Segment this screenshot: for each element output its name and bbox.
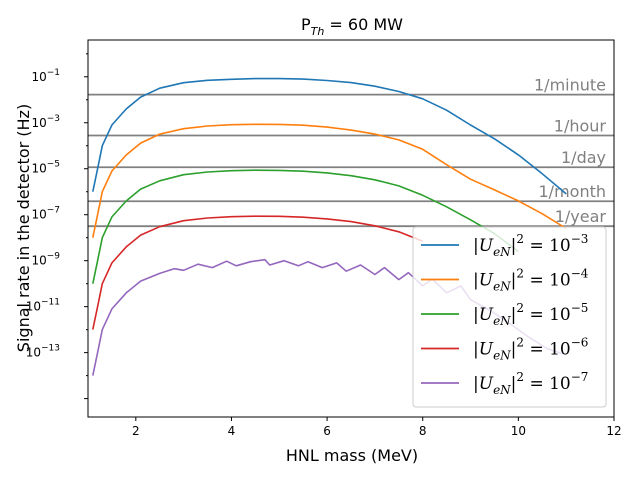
y-axis-ticks: 10−1 10−3 10−5 10−7 10−9 10−11 10−13 (26, 53, 88, 400)
plot-frame (87, 39, 615, 418)
x-axis-label: HNL mass (MeV) (286, 446, 418, 465)
x-tick-label: 2 (132, 424, 140, 438)
x-tick-label: 12 (606, 424, 621, 438)
x-tick-label: 8 (419, 424, 427, 438)
series-line (92, 77, 567, 195)
x-axis-ticks: 2 4 6 8 10 12 (132, 417, 622, 438)
y-axis-label: Signal rate in the detector (Hz) (14, 104, 33, 352)
reference-line-label: 1/hour (554, 117, 607, 136)
legend-box (412, 226, 607, 408)
x-tick-label: 4 (228, 424, 236, 438)
legend-entry: |UeN|2 = 10−4 (473, 267, 589, 294)
chart-title: PTh = 60 MW (301, 15, 403, 38)
y-tick-label: 10−9 (31, 252, 60, 268)
legend-entry: |UeN|2 = 10−5 (473, 301, 588, 328)
y-tick-label: 10−3 (31, 114, 60, 130)
legend-entry: |UeN|2 = 10−3 (473, 232, 588, 259)
series-line (92, 169, 519, 284)
y-tick-label: 10−1 (31, 68, 60, 84)
series-line (92, 123, 567, 238)
y-tick-label: 10−5 (31, 160, 60, 176)
reference-line-label: 1/month (539, 182, 607, 201)
legend: |UeN|2 = 10−3 |UeN|2 = 10−4 |UeN|2 = 10−5 |… (412, 226, 607, 408)
y-tick-label: 10−13 (26, 344, 60, 360)
legend-entry: |UeN|2 = 10−6 (473, 336, 588, 363)
legend-entry: |UeN|2 = 10−7 (473, 370, 588, 397)
y-tick-label: 10−7 (31, 206, 60, 222)
series-line (92, 215, 423, 330)
reference-line-label: 1/year (555, 207, 607, 226)
reference-line-label: 1/minute (534, 76, 606, 95)
reference-lines: 1/minute 1/hour 1/day 1/month 1/year (88, 76, 614, 228)
reference-line-label: 1/day (561, 148, 606, 167)
y-tick-label: 10−11 (26, 298, 60, 314)
x-tick-label: 10 (511, 424, 526, 438)
x-tick-label: 6 (323, 424, 331, 438)
